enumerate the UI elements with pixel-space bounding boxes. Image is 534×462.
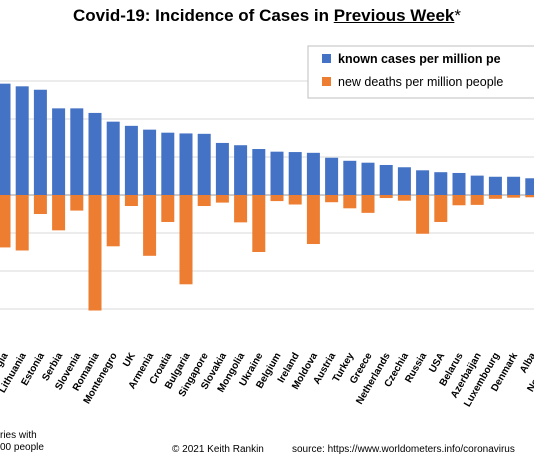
bar-deaths [525,195,534,198]
bar-cases [234,145,248,195]
bar-cases [397,167,411,195]
bar-cases [88,112,102,195]
bar-deaths [70,195,84,211]
bar-cases [161,132,175,195]
bar-cases [106,121,120,195]
bar-cases [343,160,357,195]
bar-cases [416,170,430,195]
bar-cases [179,133,193,195]
bar-deaths [124,195,138,207]
bar-deaths [470,195,484,205]
bar-cases [470,175,484,195]
category-labels: giaLithuaniaEstoniaSerbiaSloveniaRomania… [0,350,534,409]
bar-deaths [215,195,229,203]
source-text: source: https://www.worldometers.info/co… [292,444,515,455]
chart-title-underlined: Previous Week [333,6,455,25]
footnote: ries with 00 people [0,430,44,454]
bar-deaths [361,195,375,213]
legend-box [307,45,534,99]
bar-cases [197,133,211,195]
bar-deaths [33,195,47,214]
bar-deaths [197,195,211,207]
legend-label-cases: known cases per million pe [338,52,501,66]
bar-deaths [434,195,448,222]
credit-text: © 2021 Keith Rankin [172,444,264,455]
bar-deaths [106,195,120,247]
bar-cases [52,108,66,195]
bar-deaths [452,195,466,206]
bar-deaths [252,195,266,252]
chart-title: Covid-19: Incidence of Cases in Previous… [0,6,534,26]
chart-title-main: Covid-19: Incidence of Cases in [72,6,334,25]
bar-deaths [52,195,66,231]
bar-cases [379,164,393,195]
bar-cases [306,152,320,195]
bar-cases [124,125,138,195]
bar-cases [33,89,47,195]
bar-deaths [179,195,193,285]
bar-deaths [234,195,248,223]
bar-deaths [507,195,521,198]
bar-deaths [416,195,430,234]
category-label: UK [121,350,138,369]
bar-deaths [15,195,29,251]
bar-deaths [143,195,157,256]
bar-deaths [0,195,11,248]
bar-deaths [288,195,302,205]
bar-cases [288,152,302,195]
category-label: gia [0,351,11,369]
bar-deaths [306,195,320,245]
footnote-line-1: ries with [0,430,37,441]
legend-label-deaths: new deaths per million people [338,75,503,89]
bar-cases [215,142,229,195]
bar-deaths [161,195,175,222]
bar-cases [525,178,534,195]
bar-deaths [325,195,339,203]
bar-deaths [270,195,284,202]
chart-title-mark: * [454,6,461,25]
category-label: Alba [518,351,534,376]
bar-deaths [343,195,357,209]
bar-cases [325,157,339,195]
bar-deaths [379,195,393,199]
bar-deaths [397,195,411,201]
bar-cases [143,129,157,195]
bar-cases [361,162,375,195]
bar-cases [270,151,284,195]
bar-cases [70,108,84,195]
bar-cases [252,149,266,195]
legend-swatch-cases [322,54,331,63]
bar-cases [15,86,29,195]
footnote-line-2: 00 people [0,442,44,453]
bar-cases [434,172,448,195]
legend: known cases per million pe new deaths pe… [307,45,534,99]
bar-deaths [88,195,102,311]
legend-swatch-deaths [322,77,331,86]
bar-cases [0,83,11,195]
bar-cases [452,172,466,195]
bar-cases [507,176,521,195]
bar-deaths [488,195,502,199]
bars-group [0,83,534,311]
bar-cases [488,176,502,195]
